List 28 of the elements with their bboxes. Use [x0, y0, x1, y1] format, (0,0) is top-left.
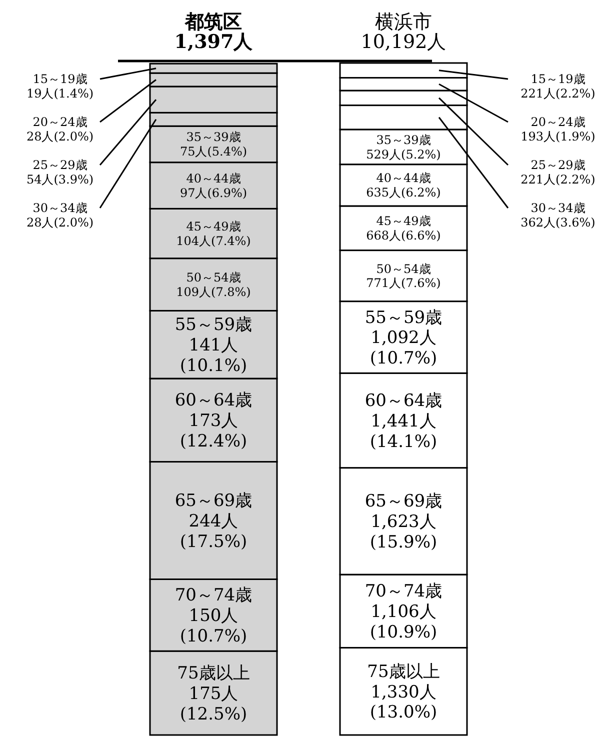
data-label: 65～69歳 1,623人 (15.9%) — [364, 492, 442, 553]
data-label: 30～34歳 362人(3.6%) — [520, 201, 596, 230]
data-label: 50～54歳 771人(7.6%) — [366, 262, 441, 290]
data-label: 75歳以上 175人 (12.5%) — [177, 664, 250, 724]
data-label: 60～64歳 1,441人 (14.1%) — [364, 391, 442, 452]
data-label: 45～49歳 104人(7.4%) — [176, 220, 251, 248]
data-label: 65～69歳 244人 (17.5%) — [174, 491, 252, 552]
data-label: 25～29歳 54人(3.9%) — [26, 158, 94, 186]
data-label: 20～24歳 28人(2.0%) — [26, 115, 94, 144]
data-label: 40～44歳 635人(6.2%) — [366, 171, 441, 200]
data-label: 40～44歳 97人(6.9%) — [180, 172, 248, 200]
data-label: 15～19歳 19人(1.4%) — [26, 72, 94, 100]
data-label: 30～34歳 28人(2.0%) — [26, 201, 94, 230]
data-label: 35～39歳 529人(5.2%) — [366, 132, 441, 162]
data-label: 70～74歳 150人 (10.7%) — [174, 586, 252, 647]
x-tick-label: 横浜市 10,192人 — [360, 11, 446, 53]
data-label: 75歳以上 1,330人 (13.0%) — [367, 662, 440, 723]
data-label: 20～24歳 193人(1.9%) — [520, 115, 596, 144]
data-label: 55～59歳 141人 (10.1%) — [174, 315, 252, 376]
x-tick-label: 都筑区 1,397人 — [174, 11, 254, 53]
data-label: 15～19歳 221人(2.2%) — [520, 72, 596, 100]
data-label: 45～49歳 668人(6.6%) — [366, 214, 441, 243]
data-label: 50～54歳 109人(7.8%) — [176, 270, 251, 299]
data-label: 55～59歳 1,092人 (10.7%) — [364, 308, 442, 369]
data-label: 70～74歳 1,106人 (10.9%) — [364, 582, 442, 642]
data-label: 60～64歳 173人 (12.4%) — [174, 390, 252, 452]
data-label: 25～29歳 221人(2.2%) — [520, 158, 596, 186]
data-label: 35～39歳 75人(5.4%) — [180, 130, 248, 159]
